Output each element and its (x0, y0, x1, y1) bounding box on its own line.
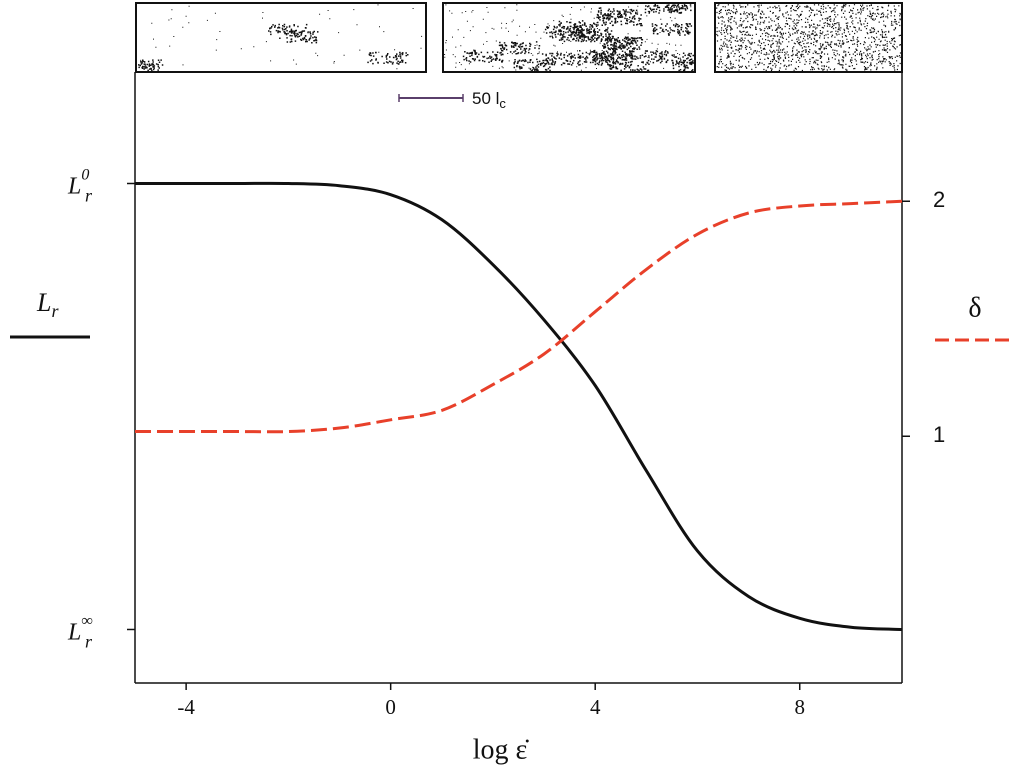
scale-bar-sub: c (499, 96, 506, 111)
y-tick-label: L∞ r (67, 612, 93, 651)
x-tick-label: 8 (794, 695, 805, 719)
y-tick-sub: r (85, 186, 93, 206)
y-tick-sup: ∞ (81, 612, 92, 629)
y-label-main: L (36, 288, 51, 317)
y-tick-main: L (67, 619, 81, 645)
y-tick-sub: r (85, 632, 93, 652)
chart: 50 lc-4048L0rL∞r12log ε̇Lrδ (0, 0, 1015, 783)
scale-bar-label: 50 lc (472, 89, 506, 111)
y-label-sub: r (51, 301, 59, 321)
y-tick-label: L0 r (67, 166, 93, 205)
y-tick-main: L (67, 173, 81, 199)
x-tick-label: -4 (177, 695, 195, 719)
y2-tick-label: 1 (933, 422, 945, 447)
series-line (135, 201, 902, 432)
x-axis-label: log ε̇ (473, 734, 530, 765)
y2-axis-label: δ (968, 292, 981, 323)
x-tick-label: 4 (590, 695, 601, 719)
series-line (135, 183, 902, 629)
scale-bar-text: 50 l (472, 89, 499, 108)
y-axis-label: Lr (36, 288, 59, 321)
texture-panel (136, 3, 426, 72)
y-tick-sup: 0 (81, 166, 89, 183)
x-tick-label: 0 (385, 695, 396, 719)
page: {"chart_data": { "type": "line", "x": [-… (0, 0, 1015, 783)
y2-tick-label: 2 (933, 187, 945, 212)
